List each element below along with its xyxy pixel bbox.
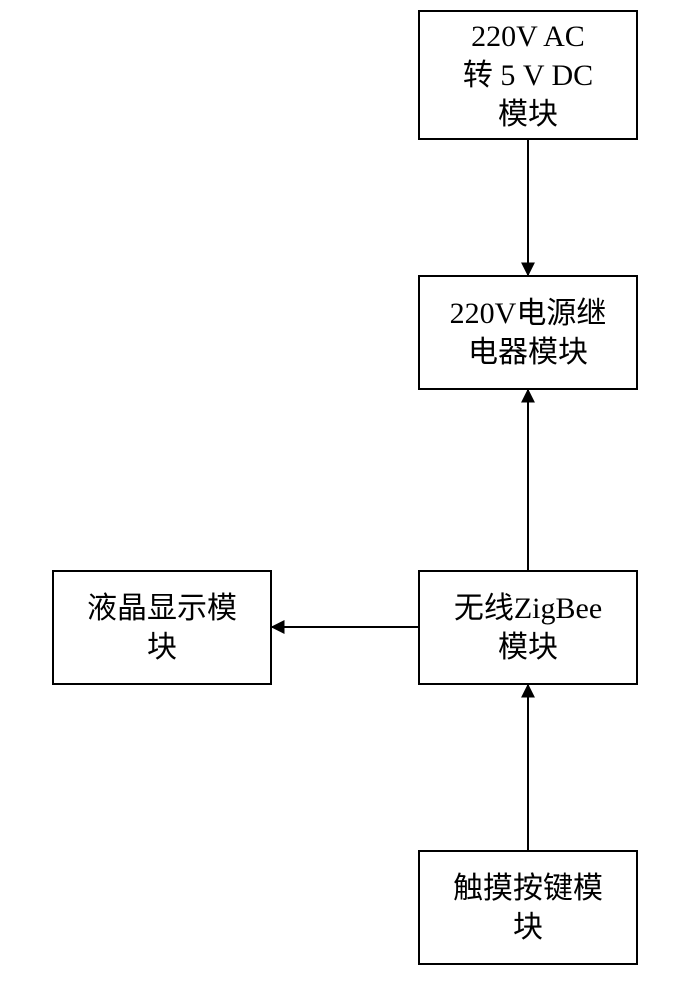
diagram-canvas: 220V AC 转 5 V DC 模块 220V电源继 电器模块 液晶显示模 块… [0, 0, 689, 1000]
node-touch-module: 触摸按键模 块 [418, 850, 638, 965]
node-lcd-module: 液晶显示模 块 [52, 570, 272, 685]
node-ac-dc-module: 220V AC 转 5 V DC 模块 [418, 10, 638, 140]
node-label: 无线ZigBee 模块 [454, 589, 602, 667]
node-label: 触摸按键模 块 [453, 869, 603, 947]
node-relay-module: 220V电源继 电器模块 [418, 275, 638, 390]
node-label: 220V AC 转 5 V DC 模块 [463, 17, 593, 134]
node-zigbee-module: 无线ZigBee 模块 [418, 570, 638, 685]
node-label: 220V电源继 电器模块 [450, 294, 607, 372]
node-label: 液晶显示模 块 [87, 589, 237, 667]
